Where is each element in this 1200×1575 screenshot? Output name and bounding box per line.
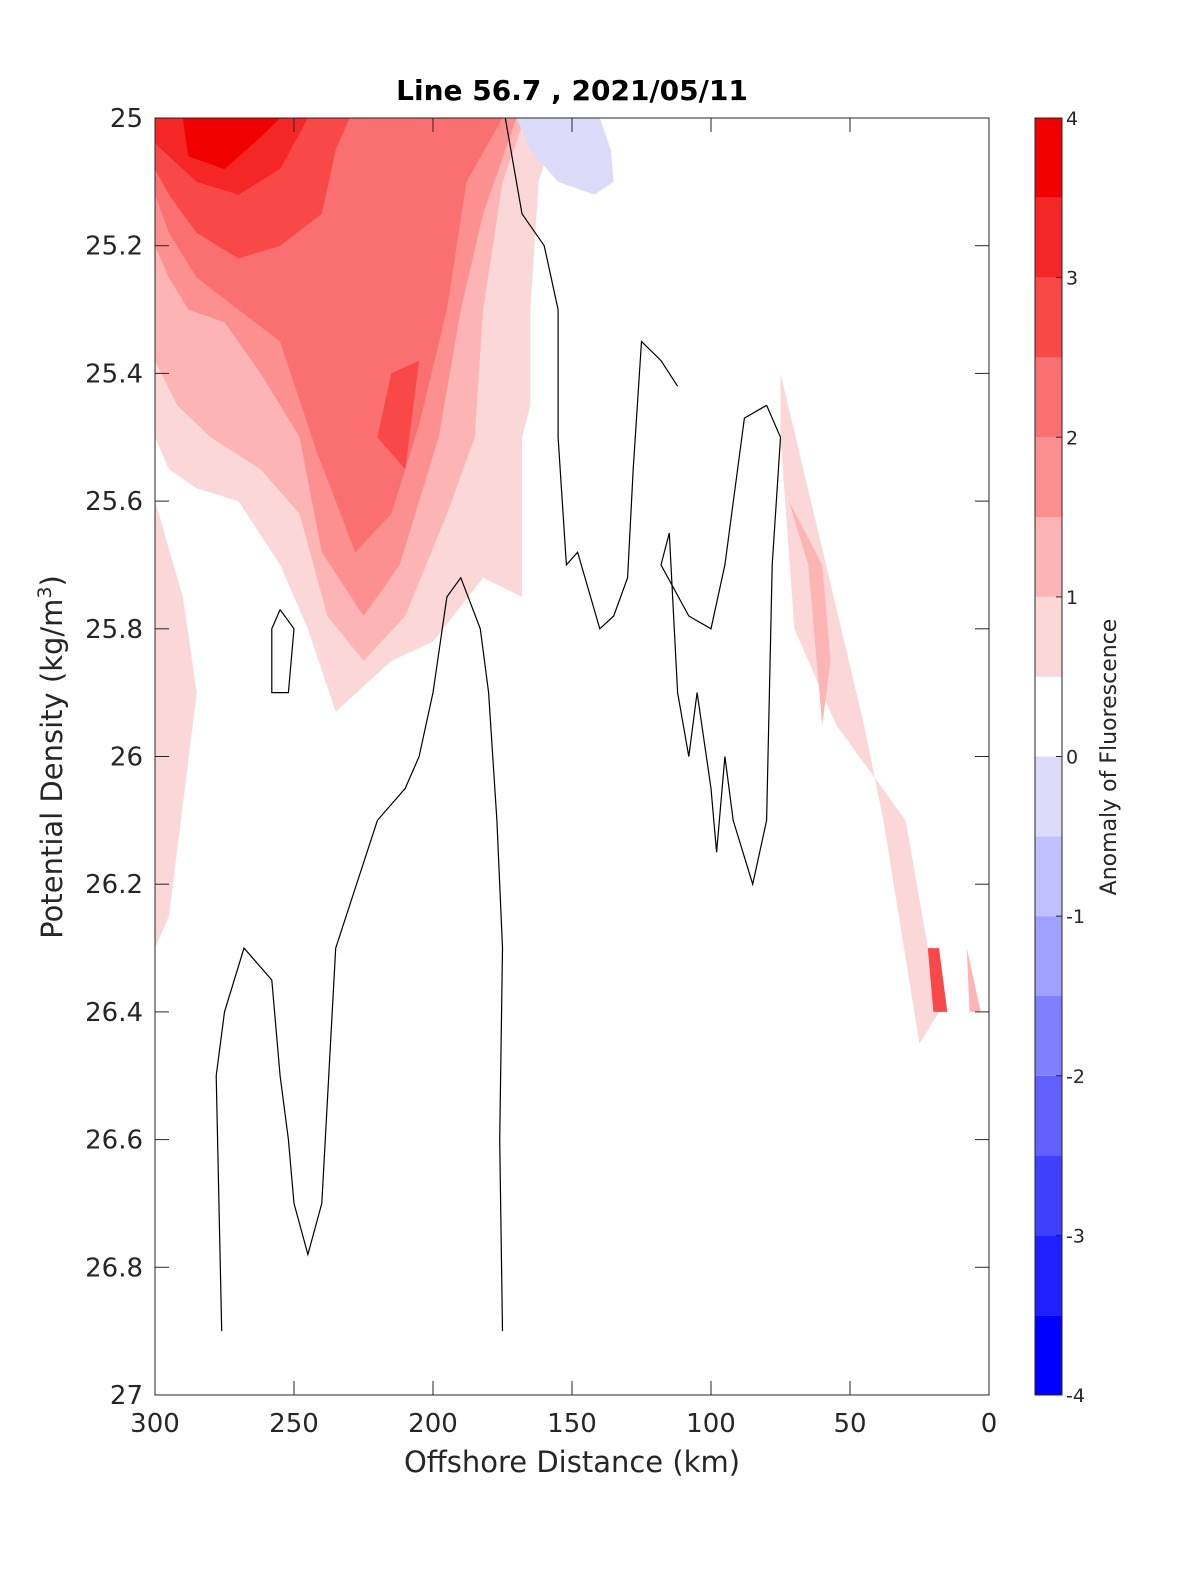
fill-region-5 (377, 360, 420, 470)
colorbar-tick-label: -1 (1066, 906, 1085, 928)
y-axis-label-close: ) (35, 575, 69, 586)
colorbar-swatch (1035, 1075, 1062, 1156)
colorbar (1035, 118, 1062, 1395)
y-axis-label: Potential Density (kg/m3) (34, 575, 69, 939)
y-tick-label: 26.4 (85, 998, 143, 1028)
colorbar-swatch (1035, 517, 1062, 597)
fill-region-13 (155, 501, 197, 949)
chart-title: Line 56.7 , 2021/05/11 (396, 74, 748, 107)
y-axis-label-sup: 3 (34, 586, 56, 598)
colorbar-swatch (1035, 357, 1062, 438)
y-tick-label: 25.2 (85, 232, 143, 262)
x-tick-label: 0 (981, 1409, 998, 1439)
y-tick-label: 26.8 (85, 1253, 143, 1283)
colorbar-swatch (1035, 118, 1062, 198)
fill-region-9 (780, 373, 939, 1044)
contour-line-2 (271, 609, 295, 694)
colorbar-label: Anomaly of Fluorescence (1097, 619, 1122, 896)
y-tick-label: 27 (110, 1381, 143, 1411)
y-tick-label: 25.4 (85, 359, 143, 389)
x-tick-label: 300 (130, 1409, 180, 1439)
contour-line-1 (660, 404, 782, 887)
y-tick-label: 25.6 (85, 487, 143, 517)
colorbar-tick-label: 4 (1066, 108, 1078, 130)
x-axis-ticks: 300 250 200 150 100 50 0 (130, 118, 997, 1439)
filled-contours (155, 118, 981, 1044)
fill-region-7 (182, 118, 281, 170)
fill-region-8 (516, 118, 614, 195)
colorbar-swatch (1035, 676, 1062, 757)
colorbar-swatch (1035, 756, 1062, 837)
colorbar-tick-label: -3 (1066, 1225, 1085, 1247)
colorbar-swatch (1035, 437, 1062, 518)
colorbar-tick-label: 3 (1066, 268, 1078, 290)
colorbar-ticks: 4 3 2 1 0 -1 -2 -3 -4 (1056, 108, 1085, 1407)
x-tick-label: 250 (269, 1409, 319, 1439)
colorbar-swatch (1035, 836, 1062, 917)
y-axis-ticks: 25 25.2 25.4 25.6 25.8 26 26.2 26.4 26.6 26.8 27 (85, 104, 989, 1411)
colorbar-swatch (1035, 1235, 1062, 1316)
y-axis-label-main: Potential Density (kg/m (35, 599, 69, 939)
y-tick-label: 25 (110, 104, 143, 134)
fill-region-10 (788, 501, 831, 725)
colorbar-swatch (1035, 277, 1062, 358)
contour-line-0 (504, 118, 679, 630)
x-tick-label: 200 (408, 1409, 458, 1439)
colorbar-tick-label: -2 (1066, 1066, 1085, 1088)
fill-region-12 (966, 948, 981, 1012)
x-axis-label: Offshore Distance (km) (404, 1445, 740, 1479)
y-tick-label: 26 (110, 743, 143, 773)
colorbar-tick-label: 0 (1066, 747, 1078, 769)
colorbar-swatch (1035, 197, 1062, 278)
y-tick-label: 26.2 (85, 870, 143, 900)
colorbar-tick-label: 1 (1066, 587, 1078, 609)
colorbar-swatch (1035, 995, 1062, 1076)
zero-contour-lines (215, 118, 782, 1332)
y-tick-label: 25.8 (85, 615, 143, 645)
contour-line-3 (215, 576, 504, 1332)
colorbar-tick-label: 2 (1066, 427, 1078, 449)
colorbar-swatch (1035, 596, 1062, 677)
colorbar-swatch (1035, 916, 1062, 996)
colorbar-swatch (1035, 1155, 1062, 1236)
colorbar-tick-label: -4 (1066, 1385, 1085, 1407)
y-tick-label: 26.6 (85, 1126, 143, 1156)
x-tick-label: 150 (547, 1409, 597, 1439)
x-tick-label: 50 (833, 1409, 866, 1439)
x-tick-label: 100 (686, 1409, 736, 1439)
fill-region-11 (927, 948, 948, 1012)
colorbar-swatch (1035, 1315, 1062, 1395)
